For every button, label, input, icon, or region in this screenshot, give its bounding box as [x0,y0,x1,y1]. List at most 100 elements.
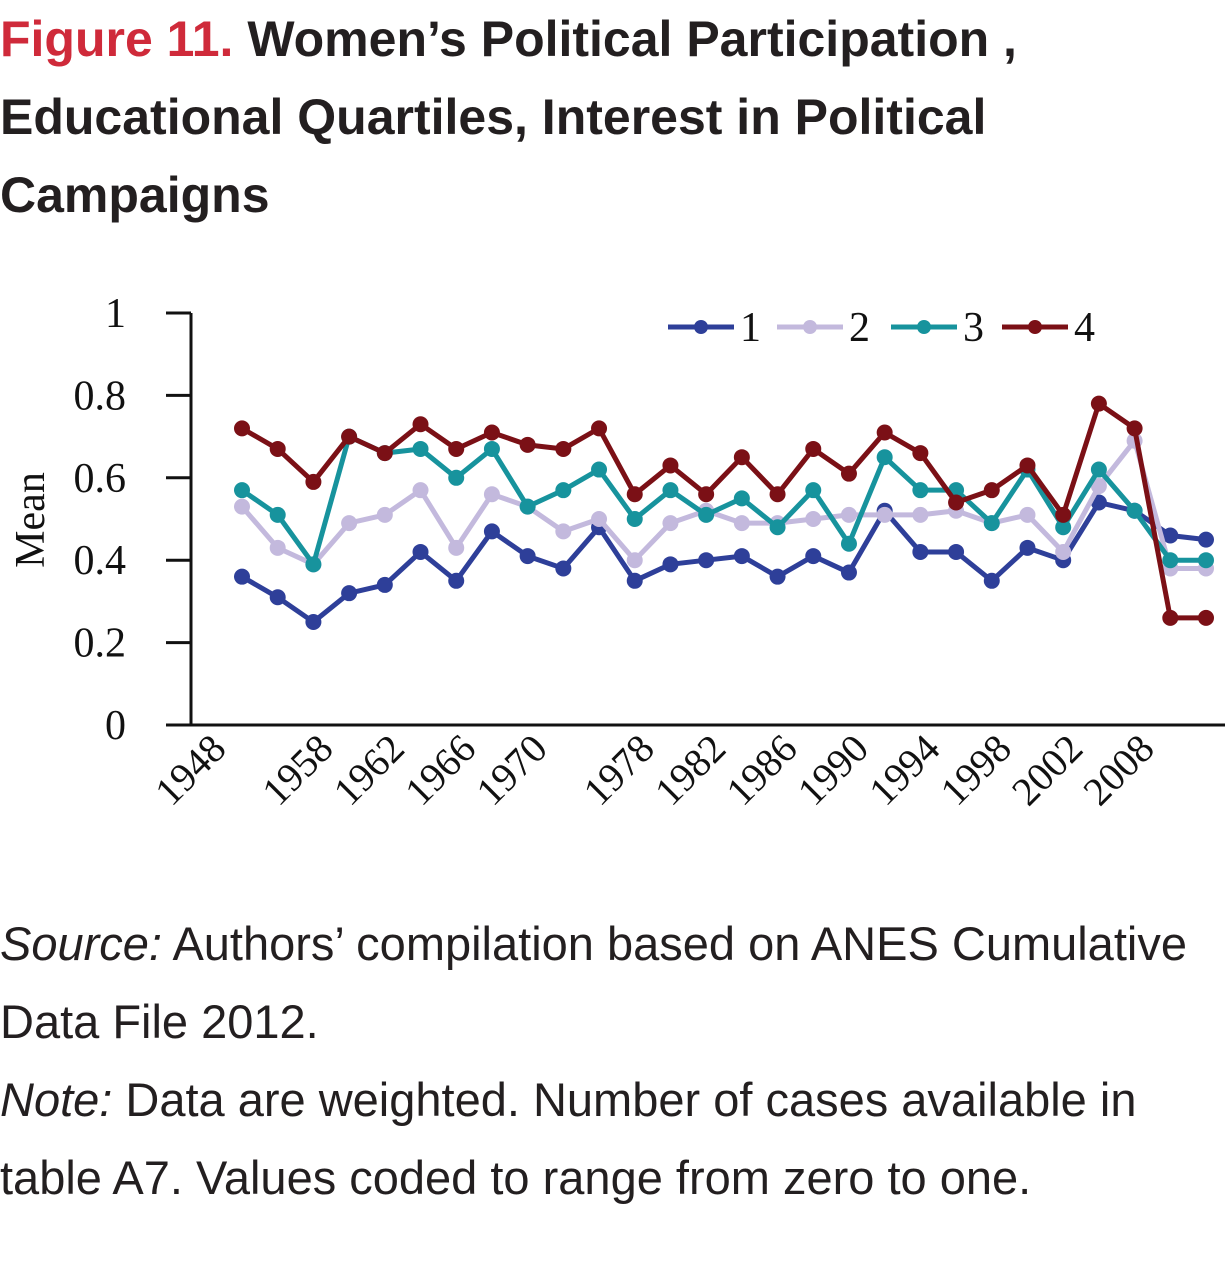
x-tick-label: 2008 [1074,726,1162,814]
data-point [448,440,465,457]
data-point [662,556,679,573]
data-point [591,511,608,527]
data-point [412,416,429,433]
data-point [269,589,286,606]
data-point [1055,519,1072,536]
data-point [626,511,643,527]
data-point [1019,539,1036,556]
data-point [483,424,500,441]
data-point [448,572,465,589]
series-line [240,438,1206,571]
data-point [1198,531,1214,548]
data-point [698,486,715,503]
data-point [733,548,750,565]
data-point [876,424,893,441]
x-tick-label: 1962 [324,726,412,814]
data-point [305,473,322,490]
data-point [626,552,643,569]
legend-label: 4 [1074,305,1095,351]
data-point [483,523,500,540]
y-tick-label: 0 [105,703,126,749]
data-point [412,440,429,457]
data-point [269,440,286,457]
data-point [555,523,572,540]
data-point [1126,502,1143,519]
data-point [805,511,822,527]
data-point [412,482,429,499]
figure-label: Figure 11. [0,11,234,67]
data-point [1126,420,1143,437]
series-line [240,401,1206,621]
data-point [840,506,857,523]
data-point [912,482,929,499]
data-point [269,506,286,523]
data-point [376,506,393,523]
legend-swatch-marker [917,320,931,334]
x-tick-label: 1990 [789,726,877,814]
data-point [269,539,286,556]
chart-axes [166,311,1225,727]
data-point [519,548,536,565]
data-point [483,486,500,503]
data-point [234,420,250,437]
x-tick-label: 1978 [574,726,662,814]
data-point [376,576,393,593]
chart-legend: 1 2 3 4 [668,305,1095,351]
legend-swatch-marker [1028,320,1042,334]
data-point [805,482,822,499]
data-point [805,440,822,457]
y-axis-label: Mean [8,472,54,568]
data-point [305,556,322,573]
data-point [983,515,1000,532]
data-point [1162,552,1179,569]
data-point [1055,506,1072,523]
data-point [555,440,572,457]
y-tick-label: 0.6 [74,456,127,502]
x-tick-label: 1966 [396,726,484,814]
data-point [912,506,929,523]
data-point [1162,609,1179,626]
data-point [483,440,500,457]
data-point [626,486,643,503]
data-point [698,506,715,523]
legend-item: 4 [1002,305,1095,351]
data-point [948,543,965,560]
data-point [234,568,250,585]
data-point [983,482,1000,499]
data-point [1198,609,1214,626]
data-point [1090,478,1107,495]
data-point [555,560,572,577]
series-layer [234,395,1214,630]
data-point [733,449,750,466]
data-point [448,539,465,556]
y-tick-labels: 0 0.2 0.4 0.6 0.8 1 [74,291,127,749]
data-point [1019,457,1036,474]
legend-label: 2 [849,305,870,351]
x-tick-label: 1970 [467,726,555,814]
legend-item: 3 [891,305,984,351]
data-point [805,548,822,565]
x-tick-label: 1982 [646,726,734,814]
data-point [698,552,715,569]
data-point [769,568,786,585]
data-point [840,564,857,581]
data-point [341,515,358,532]
data-point [519,498,536,515]
data-point [876,506,893,523]
data-point [448,469,465,486]
data-point [412,543,429,560]
y-tick-label: 0.4 [74,538,127,584]
data-point [341,428,358,445]
data-point [341,585,358,602]
x-tick-label: 1994 [860,726,948,814]
data-point [769,486,786,503]
data-point [662,482,679,499]
data-point [519,436,536,453]
data-point [733,515,750,532]
legend-swatch-marker [694,320,708,334]
data-point [1162,527,1179,544]
data-point [234,498,250,515]
x-tick-label: 1986 [717,726,805,814]
